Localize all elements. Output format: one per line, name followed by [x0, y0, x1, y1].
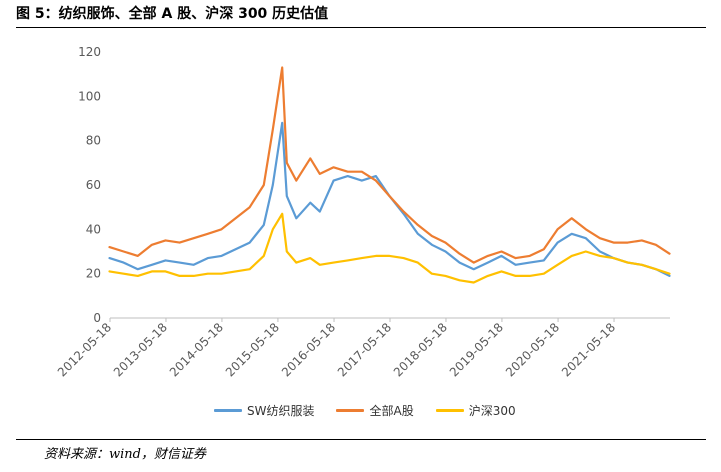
series-line-2 — [108, 66, 671, 264]
legend-label: 沪深300 — [468, 404, 516, 418]
legend-item: 全部A股 — [336, 402, 414, 419]
y-tick-label: 0 — [93, 311, 101, 325]
chart-legend: SW纺织服装 全部A股 沪深300 — [214, 402, 538, 419]
series-line-3 — [108, 212, 671, 284]
x-tick-label: 2021-05-18 — [559, 320, 618, 379]
y-tick-label: 60 — [86, 178, 101, 192]
series-layer — [108, 66, 671, 284]
figure-source: 资料来源：wind，财信证券 — [44, 447, 206, 462]
y-tick-label: 40 — [86, 222, 101, 236]
x-tick-label: 2014-05-18 — [167, 320, 226, 379]
x-tick-label: 2018-05-18 — [391, 320, 450, 379]
x-tick-label: 2019-05-18 — [447, 320, 506, 379]
x-axis: 2012-05-182013-05-182014-05-182015-05-18… — [55, 317, 670, 379]
legend-item: 沪深300 — [435, 402, 516, 419]
series-line-1 — [108, 121, 671, 277]
legend-label: 全部A股 — [369, 404, 414, 418]
x-tick-label: 2012-05-18 — [55, 320, 114, 379]
x-tick-label: 2017-05-18 — [335, 320, 394, 379]
legend-swatch — [336, 409, 365, 412]
legend-item: SW纺织服装 — [214, 402, 314, 419]
x-tick-label: 2016-05-18 — [279, 320, 338, 379]
x-tick-label: 2015-05-18 — [223, 320, 282, 379]
y-tick-label: 120 — [78, 45, 101, 59]
bottom-rule — [16, 439, 706, 440]
figure-title: 图 5：纺织服饰、全部 A 股、沪深 300 历史估值 — [16, 6, 329, 22]
top-rule — [16, 27, 706, 28]
y-tick-label: 100 — [78, 89, 101, 103]
legend-swatch — [214, 409, 242, 412]
y-tick-label: 20 — [86, 267, 101, 281]
y-axis: 0 20 40 60 80 100 120 — [78, 45, 101, 325]
x-tick-label: 2013-05-18 — [111, 320, 170, 379]
y-tick-label: 80 — [86, 134, 101, 148]
legend-swatch — [435, 409, 464, 412]
legend-label: SW纺织服装 — [247, 404, 315, 418]
x-tick-label: 2020-05-18 — [503, 320, 562, 379]
